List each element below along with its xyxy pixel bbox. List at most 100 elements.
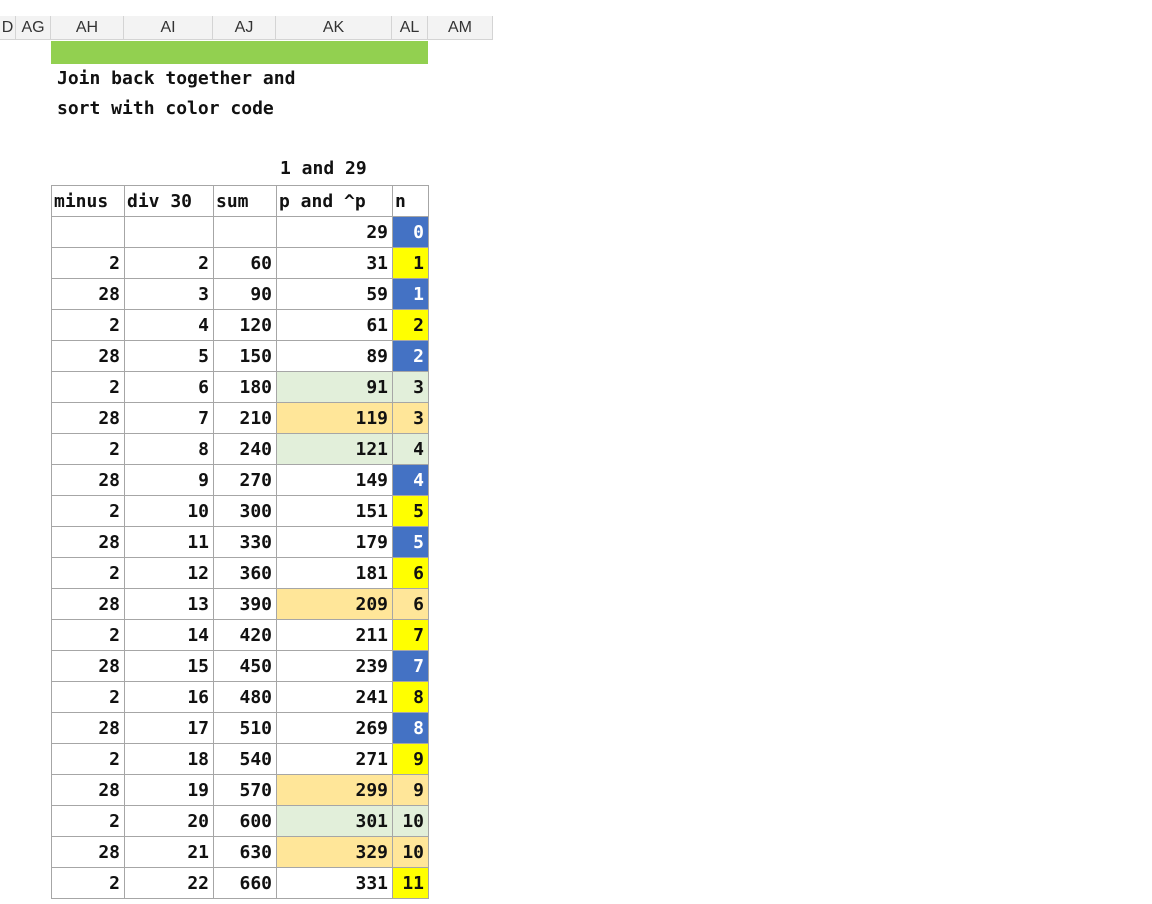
cell-sum[interactable]: 150	[213, 340, 277, 372]
cell-n[interactable]: 1	[392, 247, 429, 279]
cell-p-and-p[interactable]: 151	[276, 495, 393, 527]
cell-sum[interactable]: 270	[213, 464, 277, 496]
cell-sum[interactable]: 600	[213, 805, 277, 837]
cell-sum[interactable]: 450	[213, 650, 277, 682]
cell-n[interactable]: 4	[392, 464, 429, 496]
green-fill-bar[interactable]	[51, 41, 428, 64]
cell-n[interactable]: 2	[392, 340, 429, 372]
column-header-d[interactable]: D	[0, 16, 16, 40]
cell-p-and-p[interactable]: 119	[276, 402, 393, 434]
cell-sum[interactable]: 360	[213, 557, 277, 589]
cell-sum[interactable]: 180	[213, 371, 277, 403]
cell-div-30[interactable]: 10	[124, 495, 214, 527]
header-n[interactable]: n	[392, 185, 429, 217]
cell-div-30[interactable]: 5	[124, 340, 214, 372]
cell-minus[interactable]: 2	[51, 247, 125, 279]
cell-sum[interactable]	[213, 216, 277, 248]
cell-minus[interactable]: 2	[51, 743, 125, 775]
cell-minus[interactable]: 2	[51, 619, 125, 651]
column-header-aj[interactable]: AJ	[213, 16, 276, 40]
cell-div-30[interactable]: 21	[124, 836, 214, 868]
cell-p-and-p[interactable]: 301	[276, 805, 393, 837]
cell-minus[interactable]: 2	[51, 309, 125, 341]
cell-p-and-p[interactable]: 179	[276, 526, 393, 558]
cell-sum[interactable]: 510	[213, 712, 277, 744]
cell-n[interactable]: 10	[392, 836, 429, 868]
cell-minus[interactable]: 2	[51, 557, 125, 589]
cell-minus[interactable]: 28	[51, 278, 125, 310]
cell-n[interactable]: 7	[392, 619, 429, 651]
cell-p-and-p[interactable]: 29	[276, 216, 393, 248]
cell-div-30[interactable]: 20	[124, 805, 214, 837]
cell-n[interactable]: 8	[392, 681, 429, 713]
cell-n[interactable]: 4	[392, 433, 429, 465]
cell-p-and-p[interactable]: 331	[276, 867, 393, 899]
column-header-ag[interactable]: AG	[16, 16, 51, 40]
header-minus[interactable]: minus	[51, 185, 125, 217]
cell-minus[interactable]: 28	[51, 774, 125, 806]
cell-div-30[interactable]: 17	[124, 712, 214, 744]
cell-p-and-p[interactable]: 239	[276, 650, 393, 682]
cell-minus[interactable]	[51, 216, 125, 248]
cell-div-30[interactable]: 22	[124, 867, 214, 899]
cell-p-and-p[interactable]: 241	[276, 681, 393, 713]
header-sum[interactable]: sum	[213, 185, 277, 217]
column-header-ai[interactable]: AI	[124, 16, 213, 40]
cell-n[interactable]: 11	[392, 867, 429, 899]
note-line-1[interactable]: Join back together and	[57, 68, 296, 89]
cell-p-and-p[interactable]: 59	[276, 278, 393, 310]
note-line-2[interactable]: sort with color code	[57, 98, 274, 119]
cell-minus[interactable]: 2	[51, 495, 125, 527]
cell-div-30[interactable]: 8	[124, 433, 214, 465]
cell-div-30[interactable]	[124, 216, 214, 248]
cell-p-and-p[interactable]: 181	[276, 557, 393, 589]
cell-div-30[interactable]: 18	[124, 743, 214, 775]
cell-div-30[interactable]: 13	[124, 588, 214, 620]
cell-n[interactable]: 3	[392, 371, 429, 403]
cell-p-and-p[interactable]: 299	[276, 774, 393, 806]
cell-sum[interactable]: 660	[213, 867, 277, 899]
cell-minus[interactable]: 28	[51, 650, 125, 682]
cell-sum[interactable]: 480	[213, 681, 277, 713]
cell-sum[interactable]: 240	[213, 433, 277, 465]
cell-minus[interactable]: 2	[51, 805, 125, 837]
cell-div-30[interactable]: 9	[124, 464, 214, 496]
cell-p-and-p[interactable]: 269	[276, 712, 393, 744]
column-header-al[interactable]: AL	[392, 16, 428, 40]
cell-n[interactable]: 7	[392, 650, 429, 682]
cell-minus[interactable]: 2	[51, 867, 125, 899]
cell-minus[interactable]: 28	[51, 712, 125, 744]
cell-div-30[interactable]: 3	[124, 278, 214, 310]
cell-n[interactable]: 0	[392, 216, 429, 248]
cell-p-and-p[interactable]: 91	[276, 371, 393, 403]
cell-minus[interactable]: 28	[51, 836, 125, 868]
cell-minus[interactable]: 28	[51, 588, 125, 620]
cell-n[interactable]: 9	[392, 743, 429, 775]
cell-sum[interactable]: 330	[213, 526, 277, 558]
cell-p-and-p[interactable]: 61	[276, 309, 393, 341]
cell-p-and-p[interactable]: 31	[276, 247, 393, 279]
cell-minus[interactable]: 2	[51, 433, 125, 465]
cell-p-and-p[interactable]: 89	[276, 340, 393, 372]
cell-p-and-p[interactable]: 121	[276, 433, 393, 465]
cell-sum[interactable]: 300	[213, 495, 277, 527]
subheader-label[interactable]: 1 and 29	[280, 158, 367, 179]
cell-n[interactable]: 2	[392, 309, 429, 341]
cell-minus[interactable]: 2	[51, 681, 125, 713]
cell-sum[interactable]: 60	[213, 247, 277, 279]
cell-p-and-p[interactable]: 211	[276, 619, 393, 651]
cell-div-30[interactable]: 19	[124, 774, 214, 806]
cell-div-30[interactable]: 2	[124, 247, 214, 279]
cell-div-30[interactable]: 12	[124, 557, 214, 589]
cell-div-30[interactable]: 15	[124, 650, 214, 682]
cell-div-30[interactable]: 4	[124, 309, 214, 341]
cell-sum[interactable]: 540	[213, 743, 277, 775]
cell-sum[interactable]: 630	[213, 836, 277, 868]
cell-p-and-p[interactable]: 149	[276, 464, 393, 496]
cell-minus[interactable]: 28	[51, 526, 125, 558]
cell-n[interactable]: 3	[392, 402, 429, 434]
cell-minus[interactable]: 28	[51, 340, 125, 372]
cell-n[interactable]: 10	[392, 805, 429, 837]
cell-minus[interactable]: 2	[51, 371, 125, 403]
header-p-and-p[interactable]: p and ^p	[276, 185, 393, 217]
